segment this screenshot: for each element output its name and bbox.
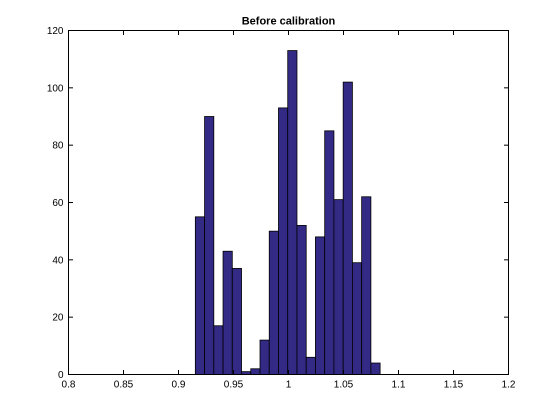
x-tick-label: 1.2: [502, 380, 516, 391]
y-tick-label: 40: [52, 255, 64, 266]
x-tick-label: 1.15: [444, 380, 464, 391]
histogram-bar: [305, 356, 316, 375]
x-tick-label: 0.95: [224, 380, 244, 391]
histogram-bar: [204, 116, 215, 375]
y-tick-label: 60: [52, 198, 64, 209]
histogram-bar: [287, 50, 298, 375]
y-tick-label: 100: [47, 83, 64, 94]
histogram-bar: [324, 130, 335, 375]
y-tick-label: 20: [52, 313, 64, 324]
y-tick-label: 120: [47, 26, 64, 37]
x-tick-label: 1.1: [392, 380, 406, 391]
x-tick-label: 0.9: [172, 380, 186, 391]
y-tick-label: 0: [58, 370, 64, 381]
histogram-bar: [213, 325, 224, 375]
histogram-bar: [296, 225, 307, 375]
chart-title: Before calibration: [242, 16, 336, 28]
x-tick-label: 0.85: [114, 380, 134, 391]
histogram-bar: [278, 107, 289, 375]
x-tick-label: 1.05: [334, 380, 354, 391]
x-tick-label: 1: [286, 380, 292, 391]
histogram-bar: [250, 368, 261, 375]
histogram-bar: [268, 230, 279, 375]
histogram-bar: [333, 199, 344, 375]
histogram-bar: [370, 362, 381, 375]
ticks-layer: 0.8 0.85 0.9 0.95 1 1.05 1.1 1.15 1.2 0 20 40 60 80 10…: [47, 26, 516, 391]
x-tick-label: 0.8: [62, 380, 76, 391]
histogram-bar: [259, 339, 270, 375]
histogram-bar: [194, 216, 205, 375]
histogram-bar: [231, 268, 242, 375]
histogram-bar: [352, 262, 363, 375]
y-tick-label: 80: [52, 141, 64, 152]
histogram-bar: [361, 196, 372, 375]
histogram-bar: [315, 236, 326, 375]
histogram-bar: [342, 81, 353, 375]
histogram-bar: [222, 250, 233, 375]
